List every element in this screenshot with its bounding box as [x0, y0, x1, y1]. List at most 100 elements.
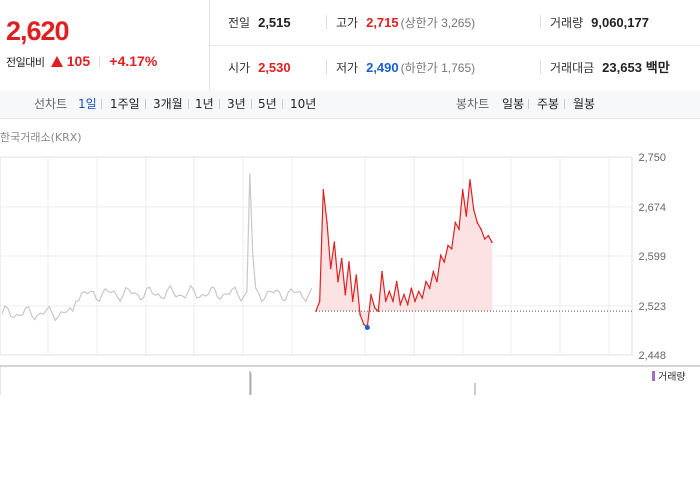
- y-tick-label: 2,599: [638, 251, 666, 263]
- period-10y[interactable]: 10년: [290, 97, 317, 111]
- prev-close-label: 전일: [228, 16, 251, 30]
- data-point: [381, 270, 383, 273]
- plot-border: [0, 156, 633, 356]
- high-value: 2,715: [366, 15, 399, 30]
- quote-summary: 2,620 전일대비 105 +4.17% 전일 2,515 고가 2,715 (상한…: [0, 0, 700, 91]
- candle-chart-label: 봉차트: [456, 97, 490, 111]
- data-point: [351, 300, 354, 303]
- data-point: [458, 228, 460, 230]
- data-point: [318, 300, 321, 303]
- high-label: 고가: [336, 16, 359, 30]
- data-point: [373, 306, 376, 309]
- data-point: [355, 274, 358, 276]
- volume-legend-swatch: [652, 371, 655, 381]
- y-tick-label: 2,750: [638, 152, 666, 164]
- price-chart[interactable]: 2,750 2,674 2,599 2,523 2,448 거래량: [0, 119, 700, 490]
- day-low: 저가 2,490 (하한가 1,765): [336, 45, 475, 90]
- candle-monthly[interactable]: 월봉: [573, 97, 596, 111]
- divider: [528, 99, 529, 109]
- data-point: [491, 241, 493, 244]
- period-3m[interactable]: 3개월: [153, 97, 183, 111]
- lower-limit: (하한가 1,765): [400, 61, 476, 75]
- period-5y[interactable]: 5년: [258, 97, 277, 111]
- data-point: [340, 257, 343, 260]
- data-point: [329, 267, 332, 270]
- volume: 거래량 9,060,177: [550, 0, 649, 45]
- volume-legend-label: 거래량: [658, 371, 686, 383]
- prev-close-value: 2,515: [258, 15, 291, 30]
- data-point: [469, 179, 471, 181]
- data-point: [421, 297, 424, 299]
- volume-value: 9,060,177: [591, 15, 649, 30]
- divider: [219, 99, 220, 109]
- change-value: 105: [66, 53, 91, 69]
- upper-limit: (상한가 3,265): [400, 16, 476, 30]
- data-point: [333, 241, 336, 244]
- data-point: [439, 254, 442, 257]
- data-point: [476, 221, 479, 224]
- data-point: [377, 310, 380, 312]
- current-price: 2,620: [6, 16, 70, 46]
- data-point: [344, 293, 347, 296]
- change-percent: +4.17%: [109, 53, 158, 69]
- data-point: [465, 215, 468, 217]
- divider: [188, 99, 189, 109]
- data-point: [443, 261, 446, 263]
- period-1d[interactable]: 1일: [78, 97, 97, 111]
- data-point: [436, 280, 438, 283]
- prev-close: 전일 2,515: [228, 0, 291, 45]
- data-point: [483, 238, 486, 240]
- amount-unit: 백만: [645, 60, 670, 75]
- volume-label: 거래량: [550, 16, 584, 30]
- data-point: [472, 208, 475, 211]
- data-point: [370, 293, 372, 296]
- stats-row: 전일 2,515 고가 2,715 (상한가 3,265) 거래량 9,060,177: [210, 0, 700, 46]
- today-area-fill: [316, 179, 492, 328]
- data-point: [417, 290, 420, 293]
- data-point: [461, 188, 464, 191]
- data-point: [428, 287, 431, 289]
- data-point: [388, 290, 391, 293]
- data-point: [362, 323, 365, 325]
- change-label: 전일대비: [6, 56, 45, 69]
- price-chart-area: 한국거래소(KRX) 2,750 2,674 2,599 2,523 2,448 거래량: [0, 119, 700, 490]
- data-point: [406, 303, 409, 306]
- data-point: [392, 300, 394, 303]
- amount-label: 거래대금: [550, 61, 595, 75]
- amount-value: 23,653: [602, 60, 642, 75]
- data-point: [395, 280, 398, 283]
- y-tick-label: 2,448: [638, 350, 666, 362]
- candle-daily[interactable]: 일봉: [502, 97, 525, 111]
- data-point: [450, 247, 453, 250]
- candle-weekly[interactable]: 주봉: [537, 97, 560, 111]
- history-line: [1, 173, 313, 322]
- data-point: [410, 287, 413, 289]
- data-point: [337, 280, 339, 283]
- data-point: [403, 293, 405, 296]
- divider: [101, 99, 102, 109]
- data-point: [326, 221, 328, 224]
- data-point: [359, 313, 361, 316]
- period-1y[interactable]: 1년: [195, 97, 214, 111]
- day-high: 고가 2,715 (상한가 3,265): [336, 0, 475, 45]
- line-chart-label: 선차트: [34, 97, 68, 111]
- data-point: [447, 244, 449, 247]
- divider: [99, 56, 101, 67]
- data-source: 한국거래소(KRX): [0, 131, 82, 144]
- data-point: [425, 280, 427, 283]
- period-1w[interactable]: 1주일: [110, 97, 140, 111]
- open-value: 2,530: [258, 60, 291, 75]
- open-price: 시가 2,530: [228, 45, 291, 90]
- period-3y[interactable]: 3년: [227, 97, 246, 111]
- low-value: 2,490: [366, 60, 399, 75]
- data-point: [384, 300, 387, 303]
- divider: [145, 99, 146, 109]
- divider: [326, 15, 327, 29]
- stats-row: 시가 2,530 저가 2,490 (하한가 1,765) 거래대금 23,653 백만: [210, 45, 700, 90]
- data-point: [399, 303, 402, 306]
- low-marker: [364, 324, 370, 330]
- up-triangle-icon: [50, 56, 63, 67]
- data-point: [454, 221, 457, 224]
- divider: [540, 60, 541, 74]
- data-point: [322, 188, 325, 191]
